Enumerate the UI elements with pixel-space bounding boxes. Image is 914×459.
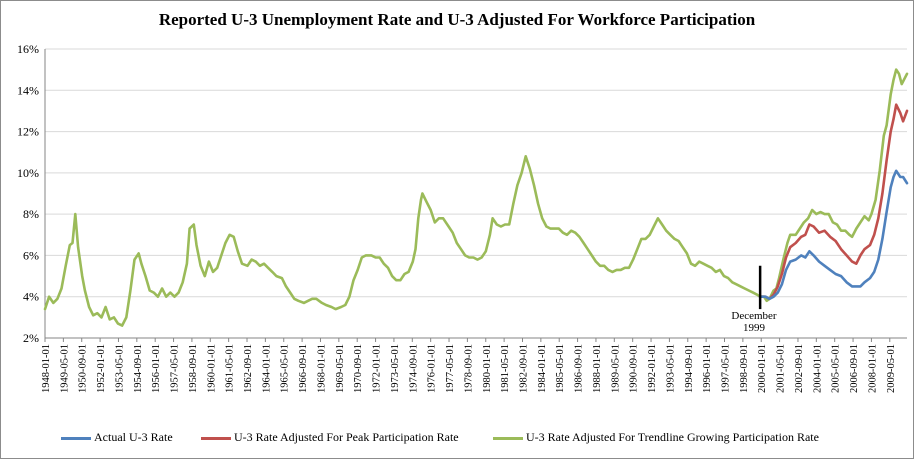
x-tick-label: 1984-01-01: [537, 344, 548, 393]
x-tick-label: 1974-09-01: [408, 344, 419, 393]
y-tick-label: 8%: [23, 207, 39, 221]
x-tick-label: 1958-09-01: [188, 344, 199, 393]
x-tick-label: 1989-05-01: [610, 344, 621, 393]
y-tick-label: 12%: [17, 125, 39, 139]
legend-item-actual: Actual U-3 Rate: [61, 430, 173, 445]
x-tick-label: 1970-09-01: [353, 344, 364, 393]
legend-swatch: [201, 436, 231, 440]
y-tick-label: 2%: [23, 331, 39, 345]
x-tick-label: 1957-05-01: [170, 344, 181, 393]
x-tick-label: 1949-05-01: [59, 344, 70, 393]
annotation-line2: 1999: [743, 322, 765, 334]
x-tick-label: 2006-09-01: [849, 344, 860, 393]
x-tick-label: 1994-09-01: [684, 344, 695, 393]
x-tick-label: 1952-01-01: [96, 344, 107, 393]
legend-swatch: [493, 436, 523, 440]
legend-swatch: [61, 436, 91, 440]
y-tick-label: 6%: [23, 248, 39, 262]
x-tick-label: 1985-05-01: [555, 344, 566, 393]
legend-label: U-3 Rate Adjusted For Peak Participation…: [234, 430, 459, 444]
x-tick-label: 1992-01-01: [647, 344, 658, 393]
x-tick-label: 1997-05-01: [721, 344, 732, 393]
x-tick-label: 1966-09-01: [298, 344, 309, 393]
legend-item-peak: U-3 Rate Adjusted For Peak Participation…: [201, 430, 459, 445]
y-tick-label: 14%: [17, 83, 39, 97]
x-tick-label: 1969-05-01: [335, 344, 346, 393]
chart-title: Reported U-3 Unemployment Rate and U-3 A…: [158, 10, 756, 29]
legend-label: Actual U-3 Rate: [94, 430, 173, 444]
x-tick-label: 1990-09-01: [629, 344, 640, 393]
y-tick-label: 4%: [23, 290, 39, 304]
legend-item-trendline: U-3 Rate Adjusted For Trendline Growing …: [493, 430, 819, 445]
legend: Actual U-3 Rate U-3 Rate Adjusted For Pe…: [61, 430, 901, 450]
y-tick-label: 16%: [17, 42, 39, 56]
x-tick-label: 2005-05-01: [831, 344, 842, 393]
x-tick-label: 1968-01-01: [316, 344, 327, 393]
x-tick-label: 1977-05-01: [445, 344, 456, 393]
x-tick-label: 2002-09-01: [794, 344, 805, 393]
x-tick-label: 1962-09-01: [243, 344, 254, 393]
y-tick-label: 10%: [17, 166, 39, 180]
annotation-label: December 1999: [719, 310, 789, 334]
x-tick-label: 1956-01-01: [151, 344, 162, 393]
series-line: [758, 169, 909, 301]
x-tick-label: 1996-01-01: [702, 344, 713, 393]
legend-label: U-3 Rate Adjusted For Trendline Growing …: [526, 430, 819, 444]
x-tick-label: 1954-09-01: [133, 344, 144, 393]
x-tick-label: 2000-01-01: [757, 344, 768, 393]
x-tick-label: 1948-01-01: [41, 344, 52, 393]
x-tick-label: 1980-01-01: [482, 344, 493, 393]
x-tick-label: 1950-09-01: [78, 344, 89, 393]
x-tick-label: 2001-05-01: [776, 344, 787, 393]
x-tick-label: 1972-01-01: [372, 344, 383, 393]
x-tick-label: 2008-01-01: [867, 344, 878, 393]
x-tick-label: 1964-01-01: [261, 344, 272, 393]
x-tick-label: 1981-05-01: [500, 344, 511, 393]
x-tick-label: 1961-05-01: [225, 344, 236, 393]
x-tick-label: 1973-05-01: [390, 344, 401, 393]
x-axis-ticks: 1948-01-01 1949-05-01 1950-09-01 1952-01-01…: [41, 338, 897, 393]
axes: [44, 49, 907, 339]
x-tick-label: 1993-05-01: [665, 344, 676, 393]
series-lines: [43, 68, 909, 327]
x-tick-label: 1976-01-01: [427, 344, 438, 393]
x-tick-label: 1986-09-01: [574, 344, 585, 393]
x-tick-label: 1982-09-01: [518, 344, 529, 393]
x-tick-label: 1988-01-01: [592, 344, 603, 393]
x-tick-label: 1978-09-01: [463, 344, 474, 393]
annotation-line1: December: [731, 310, 777, 322]
x-tick-label: 2004-01-01: [812, 344, 823, 393]
x-tick-label: 1998-09-01: [739, 344, 750, 393]
x-tick-label: 1953-05-01: [114, 344, 125, 393]
x-tick-label: 1960-01-01: [206, 344, 217, 393]
x-tick-label: 2009-05-01: [886, 344, 897, 393]
x-tick-label: 1965-05-01: [280, 344, 291, 393]
y-axis-ticks: 2% 4% 6% 8% 10% 12% 14% 16%: [17, 42, 39, 345]
series-line: [758, 103, 909, 301]
